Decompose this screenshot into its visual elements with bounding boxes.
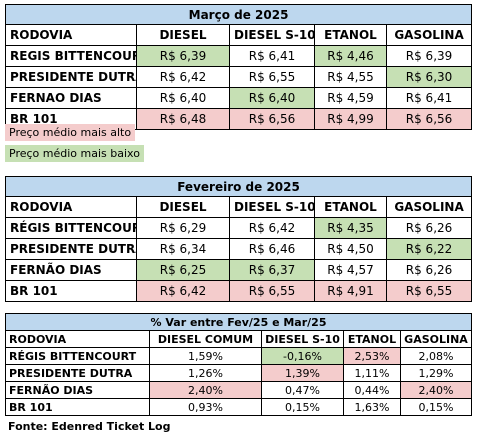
source-note: Fonte: Edenred Ticket Log xyxy=(8,420,171,433)
column-header: DIESEL S-10 xyxy=(229,24,315,46)
price-cell: R$ 6,25 xyxy=(136,259,230,281)
table-row: PRESIDENTE DUTRA R$ 6,42 R$ 6,55 R$ 4,55 R$ … xyxy=(5,66,473,88)
header-row: RODOVIA DIESEL COMUM DIESEL S-10 ETANOL GASO… xyxy=(5,330,472,348)
table-row: BR 101 0,93% 0,15% 1,63% 0,15% xyxy=(5,398,472,416)
column-header: DIESEL S-10 xyxy=(261,330,344,348)
price-cell: R$ 4,35 xyxy=(314,217,387,239)
column-header: DIESEL xyxy=(136,24,230,46)
price-cell: R$ 6,46 xyxy=(229,238,315,260)
price-cell: R$ 6,48 xyxy=(136,108,230,130)
column-header: ETANOL xyxy=(314,196,387,218)
price-cell: R$ 6,40 xyxy=(229,87,315,109)
column-header: DIESEL xyxy=(136,196,230,218)
price-cell: R$ 6,40 xyxy=(136,87,230,109)
highway-name: FERNÃO DIAS xyxy=(5,259,137,281)
price-cell: 0,93% xyxy=(149,398,262,416)
column-header: GASOLINA xyxy=(400,330,472,348)
highway-name: PRESIDENTE DUTRA xyxy=(5,364,150,382)
highway-name: PRESIDENTE DUTRA xyxy=(5,238,137,260)
price-cell: R$ 6,26 xyxy=(385,259,473,281)
highway-name: FERNÃO DIAS xyxy=(5,381,150,399)
march-2025-table: Março de 2025 RODOVIA DIESEL DIESEL S-10 ETA… xyxy=(4,4,473,130)
table-row: FERNAO DIAS R$ 6,40 R$ 6,40 R$ 4,59 R$ 6,41 xyxy=(5,87,473,109)
price-cell: 1,29% xyxy=(400,364,472,382)
table-title: Março de 2025 xyxy=(4,4,473,25)
price-cell: 0,44% xyxy=(343,381,401,399)
table-row: PRESIDENTE DUTRA R$ 6,34 R$ 6,46 R$ 4,50 R$ … xyxy=(5,238,473,260)
table-row: RÉGIS BITTENCOURT 1,59% -0,16% 2,53% 2,08% xyxy=(5,347,472,365)
price-cell: R$ 4,55 xyxy=(314,66,387,88)
price-cell: R$ 6,34 xyxy=(136,238,230,260)
header-row: RODOVIA DIESEL DIESEL S-10 ETANOL GASOLINA xyxy=(5,196,473,218)
price-cell: R$ 6,55 xyxy=(229,280,315,302)
february-2025-table: Fevereiro de 2025 RODOVIA DIESEL DIESEL S-1… xyxy=(4,176,473,302)
variation-table: % Var entre Fev/25 e Mar/25 RODOVIA DIESEL… xyxy=(5,313,472,416)
column-header: RODOVIA xyxy=(5,24,137,46)
price-cell: 1,26% xyxy=(149,364,262,382)
price-cell: 2,40% xyxy=(149,381,262,399)
header-row: RODOVIA DIESEL DIESEL S-10 ETANOL GASOLINA xyxy=(5,24,473,46)
table-row: FERNÃO DIAS R$ 6,25 R$ 6,37 R$ 4,57 R$ 6,26 xyxy=(5,259,473,281)
price-cell: R$ 4,99 xyxy=(314,108,387,130)
price-cell: R$ 6,39 xyxy=(385,45,473,67)
column-header: GASOLINA xyxy=(385,196,473,218)
highway-name: PRESIDENTE DUTRA xyxy=(5,66,137,88)
column-header: GASOLINA xyxy=(385,24,473,46)
price-cell: 1,63% xyxy=(343,398,401,416)
price-cell: R$ 6,56 xyxy=(229,108,315,130)
table-title: % Var entre Fev/25 e Mar/25 xyxy=(5,313,472,331)
price-cell: 1,59% xyxy=(149,347,262,365)
price-cell: R$ 6,37 xyxy=(229,259,315,281)
price-cell: 2,08% xyxy=(400,347,472,365)
table-row: RÉGIS BITTENCOURT R$ 6,29 R$ 6,42 R$ 4,35 R$… xyxy=(5,217,473,239)
price-cell: R$ 6,42 xyxy=(136,66,230,88)
highway-name: FERNAO DIAS xyxy=(5,87,137,109)
table-row: PRESIDENTE DUTRA 1,26% 1,39% 1,11% 1,29% xyxy=(5,364,472,382)
price-cell: R$ 6,55 xyxy=(385,280,473,302)
price-cell: 0,47% xyxy=(261,381,344,399)
price-cell: R$ 4,46 xyxy=(314,45,387,67)
column-header: RODOVIA xyxy=(5,330,150,348)
column-header: RODOVIA xyxy=(5,196,137,218)
price-cell: R$ 6,56 xyxy=(385,108,473,130)
column-header: DIESEL COMUM xyxy=(149,330,262,348)
highway-name: BR 101 xyxy=(5,280,137,302)
table-row: REGIS BITTENCOURT R$ 6,39 R$ 6,41 R$ 4,46 R$… xyxy=(5,45,473,67)
price-cell: 0,15% xyxy=(261,398,344,416)
column-header: ETANOL xyxy=(343,330,401,348)
legend-low-price: Preço médio mais baixo xyxy=(5,145,144,162)
price-cell: 0,15% xyxy=(400,398,472,416)
price-cell: R$ 4,59 xyxy=(314,87,387,109)
price-cell: 2,40% xyxy=(400,381,472,399)
table-title: Fevereiro de 2025 xyxy=(4,176,473,197)
price-cell: R$ 4,50 xyxy=(314,238,387,260)
price-cell: R$ 6,42 xyxy=(136,280,230,302)
column-header: ETANOL xyxy=(314,24,387,46)
table-row: BR 101 R$ 6,48 R$ 6,56 R$ 4,99 R$ 6,56 xyxy=(5,108,473,130)
price-cell: R$ 6,30 xyxy=(385,66,473,88)
price-cell: R$ 6,42 xyxy=(229,217,315,239)
highway-name: RÉGIS BITTENCOURT xyxy=(5,347,150,365)
price-cell: R$ 6,22 xyxy=(385,238,473,260)
legend-high-price: Preço médio mais alto xyxy=(5,124,136,141)
price-cell: R$ 6,41 xyxy=(229,45,315,67)
price-cell: -0,16% xyxy=(261,347,344,365)
price-cell: R$ 6,41 xyxy=(385,87,473,109)
price-cell: R$ 6,55 xyxy=(229,66,315,88)
price-cell: 2,53% xyxy=(343,347,401,365)
highway-name: BR 101 xyxy=(5,398,150,416)
table-row: FERNÃO DIAS 2,40% 0,47% 0,44% 2,40% xyxy=(5,381,472,399)
price-cell: R$ 6,39 xyxy=(136,45,230,67)
price-cell: R$ 6,29 xyxy=(136,217,230,239)
column-header: DIESEL S-10 xyxy=(229,196,315,218)
price-cell: R$ 6,26 xyxy=(385,217,473,239)
table-row: BR 101 R$ 6,42 R$ 6,55 R$ 4,91 R$ 6,55 xyxy=(5,280,473,302)
price-cell: R$ 4,57 xyxy=(314,259,387,281)
highway-name: RÉGIS BITTENCOURT xyxy=(5,217,137,239)
highway-name: REGIS BITTENCOURT xyxy=(5,45,137,67)
price-cell: 1,11% xyxy=(343,364,401,382)
price-cell: 1,39% xyxy=(261,364,344,382)
price-cell: R$ 4,91 xyxy=(314,280,387,302)
